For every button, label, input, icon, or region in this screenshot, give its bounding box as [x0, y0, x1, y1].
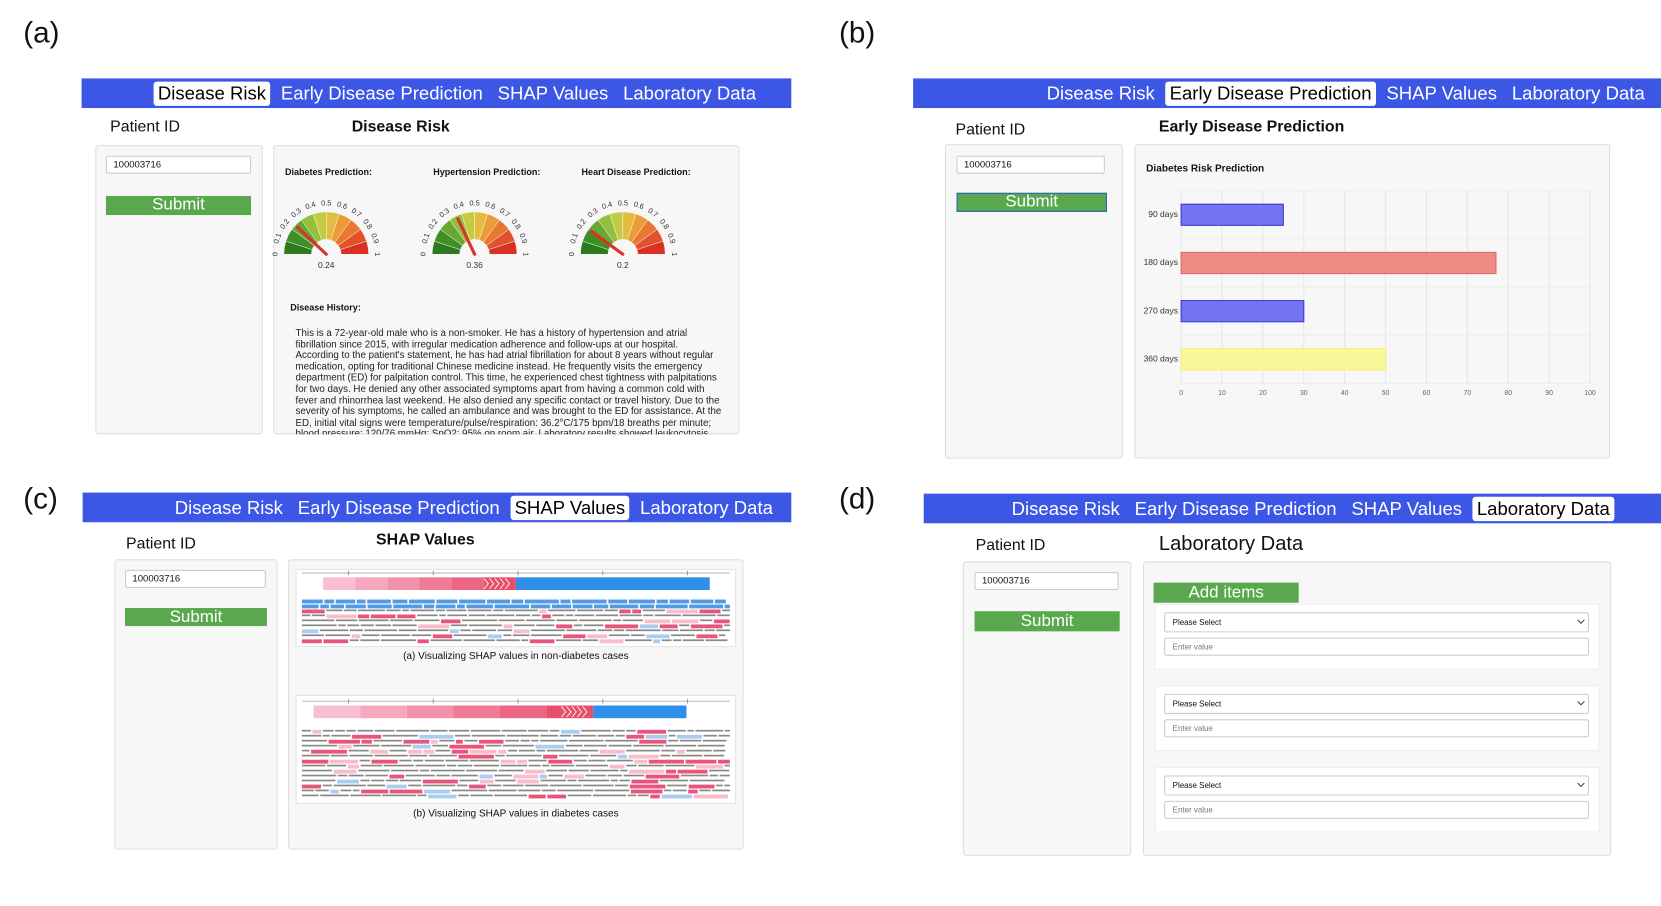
content-panel: [1134, 144, 1611, 459]
tab-bar: Disease Risk Early Disease Prediction SHAP…: [82, 492, 792, 523]
item-value-input[interactable]: Enter value: [1164, 800, 1589, 819]
gauge-title: Diabetes Prediction:: [284, 166, 373, 177]
gauge-title: Hypertension Prediction:: [433, 166, 541, 177]
item-select[interactable]: Please Select: [1164, 775, 1589, 796]
submit-button[interactable]: Submit: [974, 611, 1120, 632]
tab[interactable]: Disease Risk: [1046, 82, 1155, 104]
patient-id-input[interactable]: 100003716: [124, 569, 266, 588]
submit-button[interactable]: Submit: [124, 608, 267, 627]
chart-title: Diabetes Risk Prediction: [1146, 163, 1265, 175]
gauge-title: Heart Disease Prediction:: [581, 166, 691, 177]
item-value-input[interactable]: Enter value: [1164, 637, 1589, 656]
section-title: Laboratory Data: [1158, 532, 1304, 556]
tab-bar: Disease Risk Early Disease Prediction SHAP…: [81, 78, 792, 109]
history-text: This is a 72-year-old male who is a non-…: [295, 327, 722, 435]
patient-id-label: Patient ID: [975, 536, 1046, 555]
side-panel: [114, 559, 278, 850]
tab[interactable]: SHAP Values: [497, 82, 609, 104]
panel-label: (a): [23, 15, 60, 49]
active-tab[interactable]: SHAP Values: [510, 495, 630, 520]
submit-button[interactable]: Submit: [956, 192, 1107, 212]
patient-id-label: Patient ID: [126, 534, 196, 553]
section-title: Early Disease Prediction: [1158, 117, 1345, 136]
patient-id-label: Patient ID: [955, 120, 1026, 139]
item-select[interactable]: Please Select: [1164, 612, 1589, 633]
shap-figure: [295, 694, 737, 805]
tab[interactable]: Early Disease Prediction: [280, 82, 483, 104]
side-panel: [95, 145, 263, 435]
tab[interactable]: Laboratory Data: [623, 82, 757, 104]
tab[interactable]: Disease Risk: [1011, 497, 1120, 519]
side-panel: [944, 144, 1123, 459]
panel-label: (c): [23, 481, 58, 515]
patient-id-input[interactable]: 100003716: [974, 572, 1119, 591]
side-panel: [962, 561, 1132, 856]
item-value-input[interactable]: Enter value: [1164, 719, 1589, 738]
add-items-button[interactable]: Add items: [1153, 582, 1299, 603]
tab[interactable]: Disease Risk: [174, 496, 283, 518]
tab[interactable]: Early Disease Prediction: [1134, 497, 1337, 519]
content-panel: [273, 145, 740, 435]
history-title: Disease History:: [290, 301, 361, 313]
submit-button[interactable]: Submit: [105, 195, 252, 216]
shap-caption: (a) Visualizing SHAP values in non-diabe…: [403, 650, 629, 663]
tab[interactable]: Early Disease Prediction: [297, 496, 500, 518]
section-title: SHAP Values: [376, 530, 475, 549]
tab-bar: Disease Risk Early Disease Prediction SHAP…: [913, 78, 1661, 109]
item-select[interactable]: Please Select: [1164, 693, 1589, 714]
tab[interactable]: Laboratory Data: [640, 496, 773, 518]
active-tab[interactable]: Laboratory Data: [1472, 496, 1615, 521]
patient-id-input[interactable]: 100003716: [956, 155, 1105, 174]
patient-id-input[interactable]: 100003716: [105, 155, 252, 174]
tab[interactable]: Laboratory Data: [1511, 82, 1645, 104]
panel-label: (d): [838, 481, 876, 515]
shap-caption: (b) Visualizing SHAP values in diabetes …: [413, 808, 619, 820]
active-tab[interactable]: Early Disease Prediction: [1165, 81, 1376, 106]
panel-label: (b): [838, 15, 876, 49]
tab-bar: Disease Risk Early Disease Prediction SHAP…: [923, 493, 1661, 524]
section-title: Disease Risk: [351, 117, 450, 136]
tab[interactable]: SHAP Values: [1351, 497, 1463, 519]
active-tab[interactable]: Disease Risk: [153, 81, 271, 106]
shap-figure: [295, 568, 737, 648]
tab[interactable]: SHAP Values: [1386, 82, 1497, 104]
patient-id-label: Patient ID: [110, 117, 180, 136]
